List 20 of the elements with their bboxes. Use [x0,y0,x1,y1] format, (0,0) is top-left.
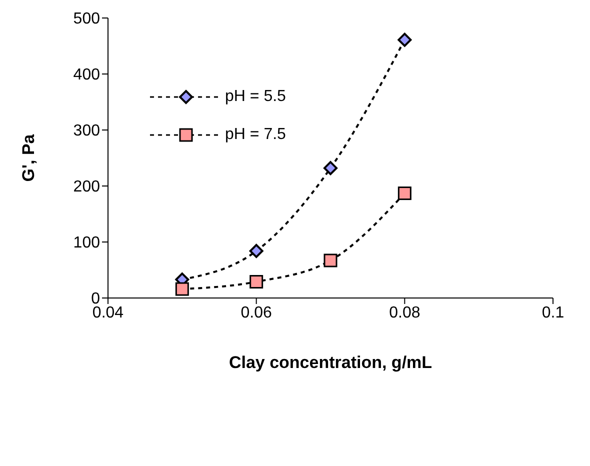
x-tick-label: 0.08 [389,304,420,322]
x-tick-label: 0.1 [542,304,564,322]
point [324,161,338,176]
x-tick-label: 0.04 [92,304,124,322]
x-tick-label: 0.06 [240,304,272,322]
legend-label: pH = 7.5 [225,126,286,144]
point [250,275,264,289]
point [175,282,189,296]
point [249,244,264,258]
y-tick-label: 300 [73,122,100,140]
point [398,32,412,47]
x-axis-title: Clay concentration, g/mL [228,353,432,372]
y-tick-label: 200 [73,178,100,196]
y-axis-title: G', Pa [19,134,38,182]
point [324,254,338,268]
y-tick-label: 500 [73,10,100,28]
point [398,186,412,200]
y-tick-label: 100 [73,234,100,252]
y-tick-label: 400 [73,66,100,84]
legend-label: pH = 5.5 [225,88,286,106]
